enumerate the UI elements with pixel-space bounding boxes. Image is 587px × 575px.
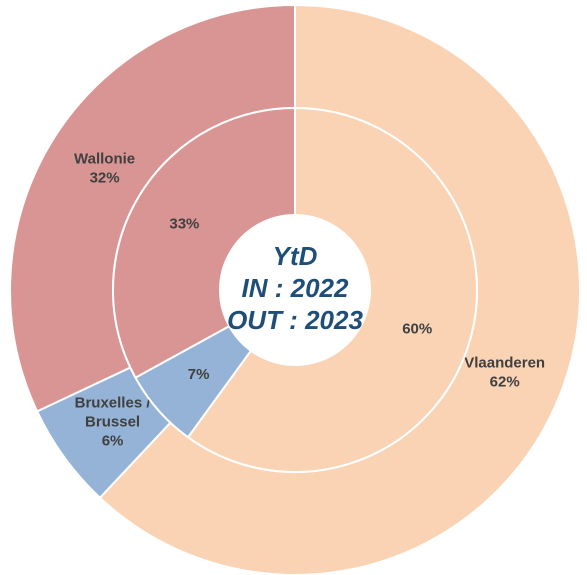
value-label: 6%: [102, 433, 124, 450]
slice-label: Wallonie 32%: [74, 151, 135, 187]
category-label: Brussel: [85, 414, 140, 431]
category-label: Vlaanderen: [464, 354, 545, 371]
slice-label: Bruxelles / Brussel 6%: [75, 395, 152, 450]
value-label: 33%: [169, 216, 199, 233]
value-label: 62%: [490, 373, 520, 390]
category-label: Bruxelles /: [75, 395, 152, 412]
slice-label: Vlaanderen 62%: [464, 354, 545, 390]
center-text: IN : 2022: [242, 273, 349, 303]
center-text: YtD: [273, 241, 318, 271]
category-label: Wallonie: [74, 151, 135, 168]
donut-slice: [186, 106, 478, 473]
value-label: 32%: [90, 170, 120, 187]
center-text: OUT : 2023: [227, 305, 363, 335]
donut-slice: [112, 106, 296, 380]
value-label: 7%: [188, 366, 210, 383]
value-label: 60%: [402, 321, 432, 338]
